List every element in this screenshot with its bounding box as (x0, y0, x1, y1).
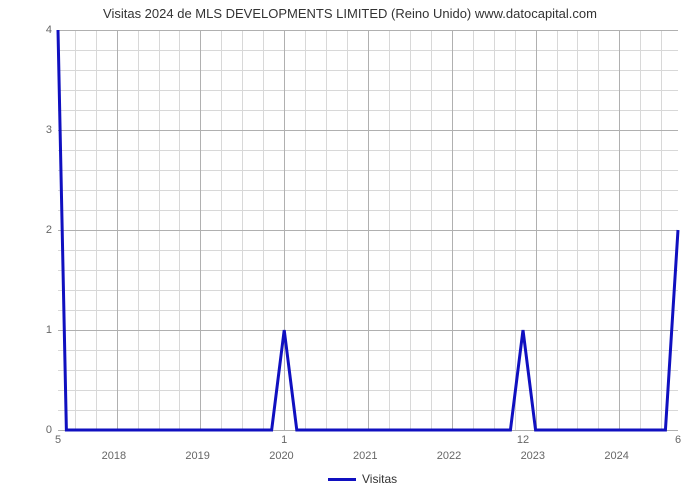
series-line (0, 0, 700, 500)
